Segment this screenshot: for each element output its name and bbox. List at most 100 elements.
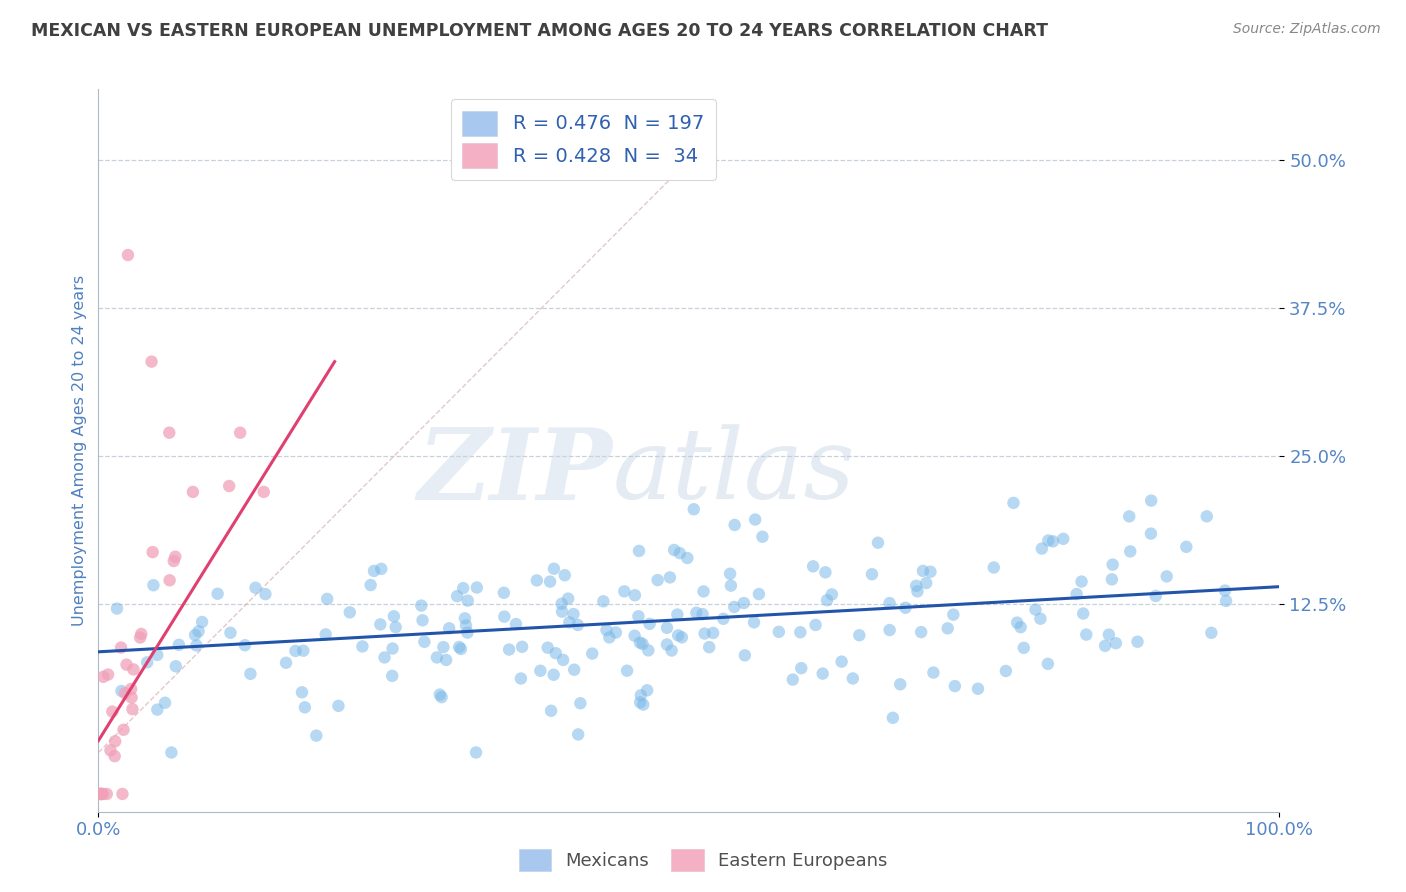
Point (631, 698, 654, 712)
Point (184, 628, 207, 642)
Point (1071, 607, 1094, 621)
Point (882, 711, 904, 725)
Point (89, 787, 111, 801)
Point (315, 627, 337, 641)
Point (526, 574, 548, 588)
Text: MEXICAN VS EASTERN EUROPEAN UNEMPLOYMENT AMONG AGES 20 TO 24 YEARS CORRELATION C: MEXICAN VS EASTERN EUROPEAN UNEMPLOYMENT… (31, 22, 1047, 40)
Point (153, 696, 176, 710)
Point (121, 702, 143, 716)
Point (245, 581, 267, 595)
Point (751, 530, 773, 544)
Point (676, 551, 699, 566)
Point (1105, 636, 1128, 650)
Point (90, 787, 112, 801)
Point (942, 607, 965, 622)
Point (692, 607, 714, 622)
Point (181, 484, 204, 499)
Point (627, 609, 650, 624)
Point (538, 574, 561, 589)
Point (1066, 587, 1088, 601)
Point (734, 648, 756, 663)
Point (120, 681, 142, 696)
Point (1036, 657, 1059, 671)
Point (529, 664, 551, 678)
Point (160, 746, 183, 760)
Point (1101, 558, 1123, 572)
Point (562, 607, 585, 621)
Point (117, 248, 139, 262)
Point (1140, 526, 1163, 541)
Point (101, 705, 124, 719)
Point (562, 663, 585, 677)
Point (115, 657, 138, 672)
Point (449, 640, 471, 654)
Point (661, 643, 683, 657)
Point (1005, 615, 1028, 630)
Point (104, 749, 127, 764)
Point (628, 695, 651, 709)
Point (432, 640, 454, 654)
Point (543, 562, 565, 576)
Point (711, 612, 734, 626)
Point (1002, 496, 1025, 510)
Point (636, 683, 658, 698)
Point (748, 587, 770, 601)
Point (1156, 569, 1178, 583)
Point (671, 631, 693, 645)
Point (509, 672, 531, 686)
Point (842, 672, 865, 686)
Point (284, 644, 307, 658)
Point (110, 684, 132, 698)
Point (551, 605, 574, 619)
Point (167, 638, 190, 652)
Point (915, 576, 938, 591)
Point (697, 640, 720, 654)
Point (967, 681, 990, 696)
Point (339, 606, 361, 620)
Point (157, 425, 180, 440)
Point (328, 698, 350, 713)
Text: atlas: atlas (612, 425, 855, 520)
Y-axis label: Unemployment Among Ages 20 to 24 years: Unemployment Among Ages 20 to 24 years (72, 275, 87, 626)
Point (1175, 540, 1198, 554)
Point (104, 734, 127, 748)
Point (305, 729, 328, 743)
Point (165, 659, 187, 673)
Point (1201, 625, 1223, 640)
Point (567, 618, 589, 632)
Point (702, 626, 724, 640)
Point (165, 549, 187, 564)
Point (920, 565, 942, 579)
Point (1215, 594, 1237, 608)
Point (943, 679, 966, 693)
Point (540, 704, 562, 718)
Point (434, 653, 457, 667)
Point (1140, 493, 1163, 508)
Point (550, 597, 572, 611)
Point (1029, 612, 1052, 626)
Point (910, 625, 932, 640)
Point (122, 663, 145, 677)
Point (229, 425, 252, 440)
Point (505, 617, 527, 632)
Point (218, 479, 240, 493)
Point (254, 587, 277, 601)
Point (879, 623, 901, 637)
Point (1119, 544, 1142, 558)
Point (723, 599, 745, 614)
Point (191, 615, 214, 629)
Legend: R = 0.476  N = 197, R = 0.428  N =  34: R = 0.476 N = 197, R = 0.428 N = 34 (451, 99, 716, 180)
Point (274, 656, 297, 670)
Point (141, 354, 163, 368)
Point (96, 787, 118, 801)
Point (685, 606, 707, 620)
Point (567, 727, 589, 741)
Point (363, 564, 385, 578)
Point (543, 667, 565, 681)
Point (457, 593, 479, 607)
Point (782, 673, 804, 687)
Point (682, 502, 704, 516)
Point (598, 631, 620, 645)
Point (187, 624, 209, 639)
Point (801, 559, 824, 574)
